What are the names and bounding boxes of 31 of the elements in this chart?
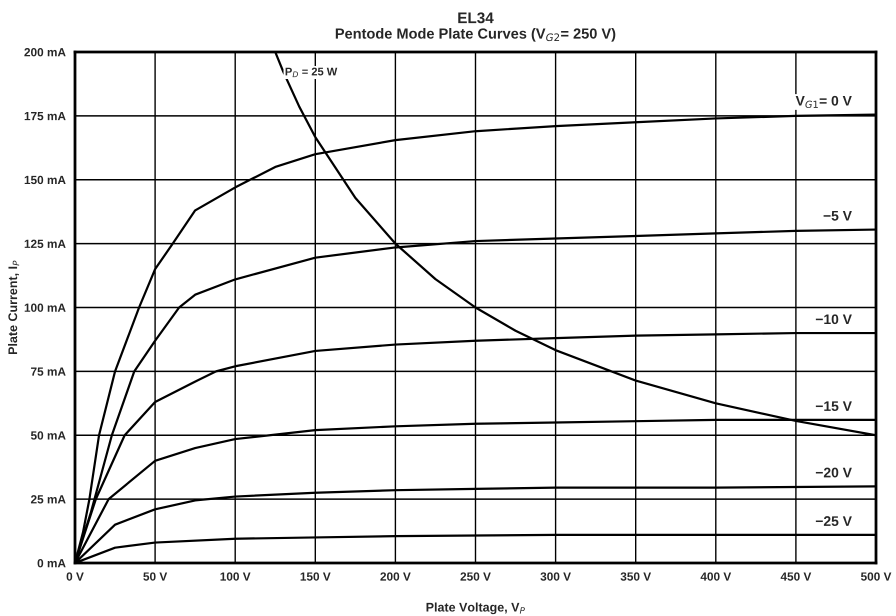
series-label: −20 V <box>816 468 852 478</box>
chart-subtitle: Pentode Mode Plate Curves (V$_{G2}$= 250 V) <box>336 28 616 42</box>
x-tick-label: 500 V <box>860 572 892 581</box>
chart-title: EL34 <box>458 12 494 24</box>
x-tick-label: 150 V <box>300 572 331 581</box>
x-tick-label: 300 V <box>540 572 571 581</box>
y-tick-label: 25 mA <box>30 495 66 504</box>
x-tick-label: 100 V <box>220 572 251 581</box>
y-tick-label: 200 mA <box>24 48 66 56</box>
y-tick-label: 75 mA <box>31 368 66 376</box>
x-tick-label: 250 V <box>460 572 491 581</box>
x-tick-label: 0 V <box>66 572 84 581</box>
x-tick-label: 350 V <box>620 572 652 581</box>
y-tick-label: 0 mA <box>38 559 66 568</box>
series-label: −5 V <box>824 211 852 221</box>
x-axis-title: Plate Voltage, V$_{P}$ <box>426 602 525 614</box>
y-tick-label: 100 mA <box>24 304 66 312</box>
x-tick-label: 400 V <box>700 572 732 581</box>
y-tick-label: 125 mA <box>24 240 66 248</box>
series-label: −10 V <box>816 314 852 324</box>
y-tick-label: 50 mA <box>30 431 66 440</box>
x-tick-label: 200 V <box>380 572 411 581</box>
x-tick-label: 450 V <box>780 572 812 581</box>
x-tick-label: 50 V <box>143 572 168 581</box>
series-label: V$_{G1}$= 0 V <box>796 96 852 108</box>
series-label: P$_{D}$ = 25 W <box>286 68 338 78</box>
series-label: −15 V <box>816 401 852 412</box>
series-label: −25 V <box>816 516 852 526</box>
y-axis-title: Plate Current, I$_{P}$ <box>8 260 20 354</box>
y-tick-label: 150 mA <box>24 176 66 184</box>
y-tick-label: 175 mA <box>24 112 66 120</box>
